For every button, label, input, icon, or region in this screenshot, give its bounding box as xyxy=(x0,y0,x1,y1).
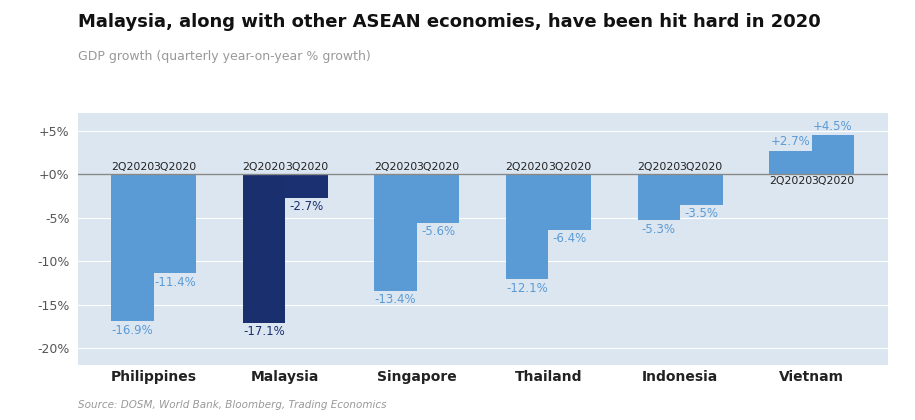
Text: 2Q2020: 2Q2020 xyxy=(637,162,681,172)
Text: 2Q2020: 2Q2020 xyxy=(374,162,417,172)
Text: 2Q2020: 2Q2020 xyxy=(506,162,549,172)
Text: -13.4%: -13.4% xyxy=(375,293,416,306)
Text: -11.4%: -11.4% xyxy=(154,276,196,289)
Text: -5.3%: -5.3% xyxy=(641,223,676,236)
Bar xyxy=(638,174,680,220)
Bar xyxy=(680,174,723,205)
Text: 3Q2020: 3Q2020 xyxy=(680,162,723,172)
Text: Malaysia, along with other ASEAN economies, have been hit hard in 2020: Malaysia, along with other ASEAN economi… xyxy=(78,13,821,31)
Bar xyxy=(112,174,154,321)
Text: +4.5%: +4.5% xyxy=(813,120,853,133)
Text: -3.5%: -3.5% xyxy=(684,207,718,220)
Text: 2Q2020: 2Q2020 xyxy=(242,162,285,172)
Bar xyxy=(242,174,285,323)
Text: -2.7%: -2.7% xyxy=(289,200,324,213)
Text: -12.1%: -12.1% xyxy=(506,282,548,295)
Text: GDP growth (quarterly year-on-year % growth): GDP growth (quarterly year-on-year % gro… xyxy=(78,50,371,63)
Text: 2Q2020: 2Q2020 xyxy=(111,162,154,172)
Text: 3Q2020: 3Q2020 xyxy=(285,162,328,172)
Bar xyxy=(770,151,812,174)
Text: -17.1%: -17.1% xyxy=(243,326,285,339)
Text: 3Q2020: 3Q2020 xyxy=(416,162,459,172)
Text: +2.7%: +2.7% xyxy=(770,135,811,148)
Text: -6.4%: -6.4% xyxy=(553,232,587,245)
Text: 3Q2020: 3Q2020 xyxy=(548,162,591,172)
Bar xyxy=(548,174,591,230)
Text: 2Q2020: 2Q2020 xyxy=(769,176,812,186)
Bar xyxy=(812,135,854,174)
Bar xyxy=(154,174,196,273)
Bar xyxy=(374,174,417,291)
Text: 3Q2020: 3Q2020 xyxy=(812,176,855,186)
Bar xyxy=(417,174,459,223)
Text: -5.6%: -5.6% xyxy=(421,226,455,239)
Text: -16.9%: -16.9% xyxy=(112,324,154,337)
Text: Source: DOSM, World Bank, Bloomberg, Trading Economics: Source: DOSM, World Bank, Bloomberg, Tra… xyxy=(78,399,386,409)
Bar xyxy=(285,174,328,198)
Text: 3Q2020: 3Q2020 xyxy=(154,162,197,172)
Bar xyxy=(506,174,548,279)
